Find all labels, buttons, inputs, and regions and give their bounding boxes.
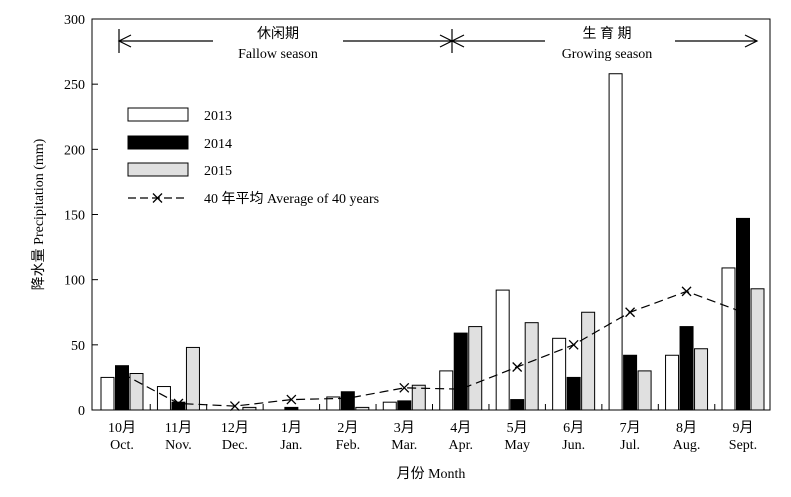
bar-2014 xyxy=(340,391,355,411)
bar-2015 xyxy=(185,346,200,411)
average-line xyxy=(117,286,748,412)
legend-label-2013: 2013 xyxy=(204,109,232,124)
x-tick-label-cn: 10月 xyxy=(108,420,136,436)
y-tick-label: 200 xyxy=(64,143,85,158)
legend-swatch-2015 xyxy=(127,162,189,177)
bar-2015 xyxy=(750,288,765,411)
season-periods: 休闲期 Fallow season 生 育 期 Growing season xyxy=(117,26,759,62)
growing-period-cn: 生 育 期 xyxy=(583,26,632,42)
average-point-marker xyxy=(738,307,748,318)
bar-2014 xyxy=(566,376,581,411)
bar-2015 xyxy=(581,311,596,411)
bar-2013 xyxy=(552,337,567,411)
bar-2013 xyxy=(100,376,115,411)
average-point-marker xyxy=(455,384,466,395)
x-tick-label-cn: 2月 xyxy=(337,420,358,436)
average-point-marker xyxy=(399,382,410,393)
x-tick-label-en: Apr. xyxy=(448,438,473,453)
x-tick-label-cn: 5月 xyxy=(507,420,528,436)
average-point-marker xyxy=(229,401,240,412)
x-tick-label-cn: 12月 xyxy=(221,420,249,436)
average-point-marker xyxy=(173,398,184,409)
average-point-marker xyxy=(117,368,127,379)
x-tick-label-en: Jun. xyxy=(562,438,585,453)
bar-2015 xyxy=(411,384,426,411)
bar-2015 xyxy=(355,406,370,411)
bar-2014 xyxy=(510,399,525,411)
bar-2013 xyxy=(326,396,341,411)
average-point-marker xyxy=(286,394,297,405)
x-tick-label-en: Dec. xyxy=(222,438,248,453)
bar-2014 xyxy=(284,406,299,411)
y-tick-label: 250 xyxy=(64,78,85,93)
average-point-marker xyxy=(625,307,636,318)
x-tick-label-cn: 1月 xyxy=(281,420,302,436)
y-tick-label: 300 xyxy=(64,13,85,28)
fallow-arrow-left-head xyxy=(117,34,132,48)
bars xyxy=(100,73,765,411)
legend-marker-avg xyxy=(152,193,163,203)
x-tick-label-cn: 7月 xyxy=(620,420,641,436)
growing-period-en: Growing season xyxy=(562,47,653,62)
x-tick-label-cn: 4月 xyxy=(450,420,471,436)
x-tick-label-cn: 6月 xyxy=(563,420,584,436)
bar-2013 xyxy=(495,289,510,411)
bar-2013 xyxy=(439,370,454,411)
bar-2015 xyxy=(468,326,483,411)
x-tick-label-cn: 9月 xyxy=(733,420,754,436)
x-tick-label-en: Jul. xyxy=(620,438,640,453)
x-tick-label-en: Nov. xyxy=(165,438,192,453)
x-tick-label-en: Aug. xyxy=(673,438,701,453)
fallow-period-cn: 休闲期 xyxy=(257,26,299,42)
x-tick-label-cn: 3月 xyxy=(394,420,415,436)
x-tick-label-en: Jan. xyxy=(280,438,302,453)
y-axis: 0 50 100 150 200 250 300 xyxy=(64,13,98,419)
bar-2014 xyxy=(397,400,412,411)
bar-2013 xyxy=(608,73,623,411)
x-tick-label-en: May xyxy=(504,438,530,453)
bar-2015 xyxy=(129,373,144,411)
legend-label-2015: 2015 xyxy=(204,164,232,179)
bar-2013 xyxy=(382,401,397,411)
x-tick-label-cn: 8月 xyxy=(676,420,697,436)
bar-2013 xyxy=(721,267,736,411)
y-axis-label: 降水量 Precipitation (mm) xyxy=(31,138,47,290)
x-tick-label-en: Sept. xyxy=(729,438,757,453)
legend: 2013 2014 2015 40 年平均 Average of 40 years xyxy=(127,107,379,207)
x-axis: 10月 Oct. 11月 Nov. 12月 Dec. 1月 Jan. 2月 Feb. 3月 Mar. 4… xyxy=(108,404,757,453)
legend-label-2014: 2014 xyxy=(204,137,232,152)
growing-arrow-right-head xyxy=(744,34,759,48)
average-point-marker xyxy=(342,393,353,404)
x-tick-label-en: Mar. xyxy=(391,438,417,453)
legend-label-avg: 40 年平均 Average of 40 years xyxy=(204,191,379,207)
x-tick-label-en: Feb. xyxy=(336,438,361,453)
bar-2015 xyxy=(694,348,709,411)
y-tick-label: 50 xyxy=(71,339,85,354)
bar-2014 xyxy=(453,332,468,411)
bar-2014 xyxy=(171,401,186,411)
legend-swatch-2013 xyxy=(127,107,189,122)
y-tick-label: 0 xyxy=(78,404,85,419)
bar-2014 xyxy=(736,217,750,411)
average-point-marker xyxy=(568,339,579,350)
bar-2014 xyxy=(679,326,694,411)
bar-2013 xyxy=(156,386,171,411)
fallow-period-en: Fallow season xyxy=(238,47,318,62)
y-tick-label: 150 xyxy=(64,209,85,224)
bar-2013 xyxy=(665,354,680,411)
bar-2014 xyxy=(115,365,129,411)
x-axis-label: 月份 Month xyxy=(397,466,466,482)
bar-2015 xyxy=(242,406,257,411)
x-tick-label-cn: 11月 xyxy=(165,420,192,436)
growing-arrow-left-head xyxy=(450,34,465,48)
bar-2015 xyxy=(637,370,652,411)
bar-2014 xyxy=(623,354,638,411)
y-tick-label: 100 xyxy=(64,274,85,289)
legend-swatch-2014 xyxy=(127,135,189,150)
bar-2015 xyxy=(524,322,539,411)
average-point-marker xyxy=(681,286,692,297)
x-tick-label-en: Oct. xyxy=(110,438,134,453)
average-point-marker xyxy=(512,362,523,372)
